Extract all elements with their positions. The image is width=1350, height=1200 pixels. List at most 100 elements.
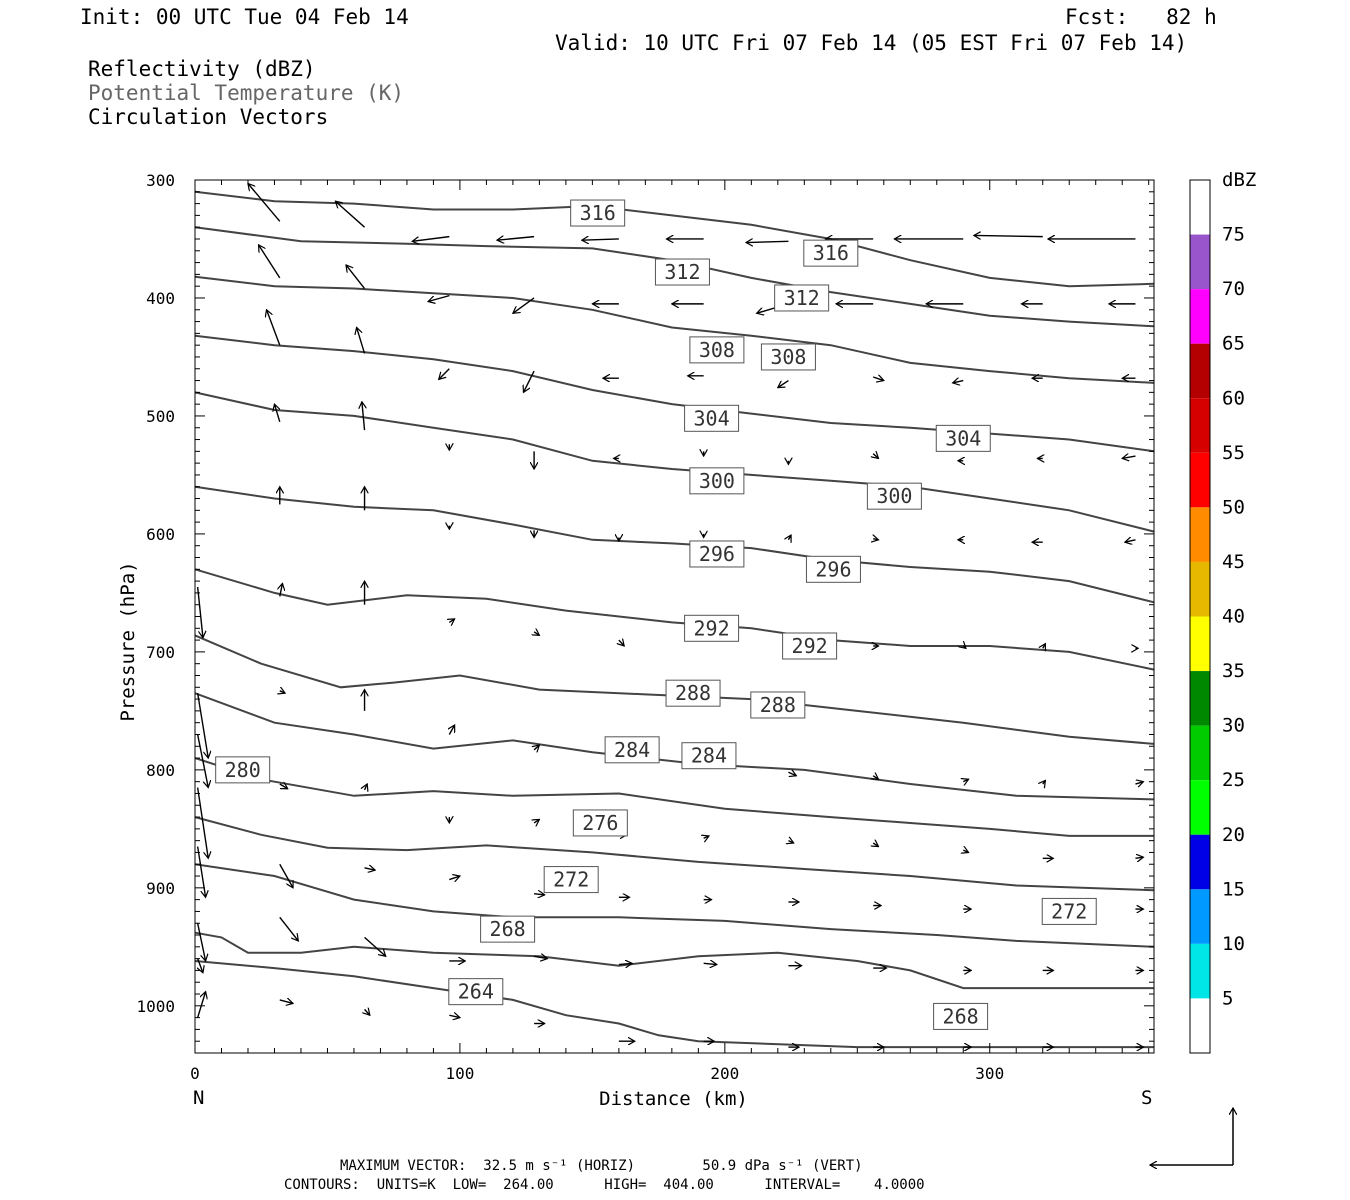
theta-contour-288 [194,634,1155,745]
circulation-vector [362,402,365,431]
colorbar-tick-label: 5 [1222,987,1233,1009]
contour-label-text: 296 [699,542,735,566]
contour-label-box [689,467,745,495]
circulation-vector [279,1000,293,1004]
colorbar-segment [1190,343,1210,399]
contour-label-text: 312 [784,286,820,310]
circulation-vector [533,956,547,958]
colorbar-segment [1190,998,1210,1053]
circulation-vector [196,846,206,898]
colorbar-segment [1190,943,1210,999]
contour-label-text: 280 [225,758,261,782]
circulation-vector [428,294,450,302]
contour-label-text: 276 [582,811,618,835]
circulation-vector [449,725,454,735]
y-tick-label: 600 [146,525,175,544]
circulation-vector [335,201,366,228]
circulation-vector [198,958,203,973]
contour-label-text: 292 [792,634,828,658]
theta-contour-316 [194,190,1155,288]
circulation-vector [1122,456,1136,458]
circulation-vector [873,776,878,780]
theta-contour-292 [194,568,1155,671]
circulation-vector [703,963,717,964]
circulation-vector [196,734,209,787]
contour-label-box [684,614,740,642]
contour-label-box [570,199,626,227]
contour-label-layer: 316 316 312 312 308 308 304 304 300 300 296 296 292 2… [215,199,1097,1030]
contour-label-text: 284 [691,744,727,768]
circulation-vector [1135,782,1143,784]
circulation-vector [873,539,878,540]
contour-label-text: 300 [699,469,735,493]
init-time: Init: 00 UTC Tue 04 Feb 14 [80,5,409,29]
contour-label-text: 312 [664,260,700,284]
contour-label-box [448,978,504,1006]
y-tick-label: 1000 [136,997,175,1016]
circulation-vector [365,784,368,790]
contour-layer [194,190,1155,1049]
contour-label-box [681,742,737,770]
y-tick-label: 400 [146,289,175,308]
circulation-vector [963,850,968,852]
circulation-vector [259,245,281,279]
circulation-vector [364,868,376,870]
contour-label-text: 296 [815,557,851,581]
theta-contour-304 [194,334,1155,453]
contour-label-284: 284 [681,742,737,770]
contour-label-272: 272 [1041,897,1097,925]
theta-contour-264 [194,960,1154,1049]
axis-ticks: 300 400 500 600 700 800 900 1000 0 100 200 300 [136,171,1154,1083]
circulation-vector [534,745,539,750]
contour-label-text: 308 [699,338,735,362]
contour-label-box [750,691,806,719]
circulation-vector [279,784,288,789]
contour-label-292: 292 [782,632,838,660]
theta-contour-280 [194,757,1154,837]
contour-label-264: 264 [448,978,504,1006]
y-tick-label: 500 [146,407,175,426]
colorbar-segment [1190,398,1210,453]
contour-label-box [1041,897,1097,925]
contour-label-box [760,343,816,371]
colorbar-segment [1190,780,1210,835]
contour-label-268: 268 [933,1002,989,1030]
contour-label-text: 264 [458,980,494,1004]
theta-contour-300 [194,391,1155,533]
circulation-vector [963,646,966,648]
contour-label-box [805,555,861,583]
contour-label-text: 292 [694,616,730,640]
contour-info-footer: CONTOURS: UNITS=K LOW= 264.00 HIGH= 404.… [284,1177,925,1193]
contour-label-text: 288 [760,693,796,717]
circulation-vector [953,381,964,383]
circulation-vector [513,297,535,313]
forecast-hour: Fcst: 82 h [1065,5,1217,29]
colorbar-tick-label: 75 [1222,224,1245,246]
colorbar-segment [1190,452,1210,508]
field-name-circulation-vectors: Circulation Vectors [88,105,329,129]
contour-label-300: 300 [866,482,922,510]
theta-contour-276 [194,816,1155,892]
theta-contour-272 [194,863,1155,948]
contour-label-text: 272 [1051,899,1087,923]
circulation-vector [196,693,209,758]
plot-frame [194,179,1155,1054]
x-axis-label: Distance (km) [599,1088,748,1110]
contour-label-288: 288 [665,679,721,707]
contour-label-text: 268 [490,917,526,941]
theta-contour-308 [194,275,1155,384]
colorbar-segment [1190,561,1210,617]
colorbar-tick-label: 25 [1222,769,1245,791]
y-axis-label: Pressure (hPa) [117,561,139,721]
circulation-vector [449,876,460,880]
y-tick-label: 300 [146,171,175,190]
x-tick-label: 200 [710,1064,739,1083]
colorbar-tick-label: 20 [1222,824,1245,846]
circulation-vector [1043,644,1046,649]
contour-label-box [572,809,628,837]
colorbar-tick-label: 60 [1222,387,1245,409]
circulation-vector [196,923,206,961]
contour-label-text: 300 [876,484,912,508]
colorbar-frame [1189,179,1211,1054]
x-tick-label: 100 [445,1064,474,1083]
